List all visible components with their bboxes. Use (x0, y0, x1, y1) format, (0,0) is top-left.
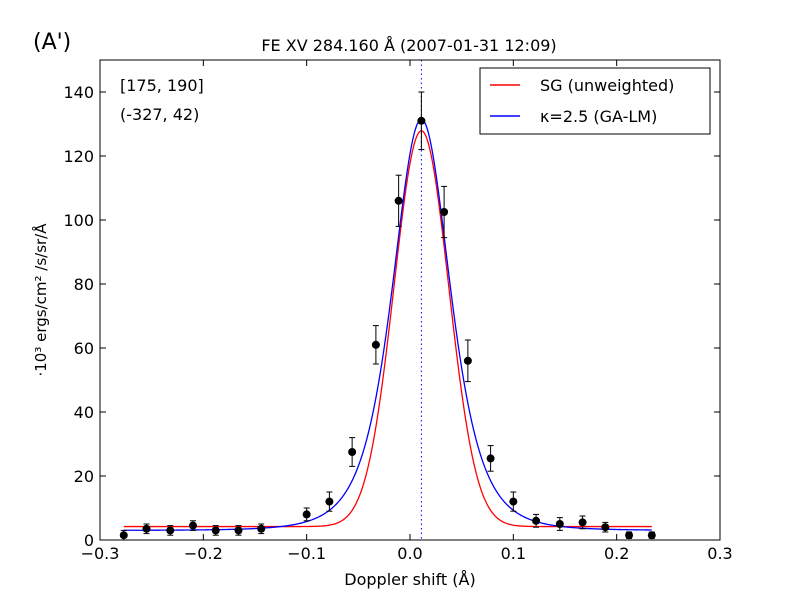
x-tick-label: 0.3 (707, 544, 732, 563)
y-axis-ticks: 0 20 40 60 80 100 120 140 (63, 83, 720, 550)
chart-title: FE XV 284.160 Å (2007-01-31 12:09) (261, 36, 556, 55)
data-point (371, 340, 380, 349)
y-tick-label: 80 (74, 275, 94, 294)
plot-area (100, 60, 720, 540)
x-axis-label: Doppler shift (Å) (344, 570, 475, 589)
x-tick-label: −0.1 (287, 544, 326, 563)
x-tick-label: 0.2 (604, 544, 629, 563)
y-tick-label: 120 (63, 147, 94, 166)
data-point (509, 497, 518, 506)
data-point (348, 448, 357, 456)
x-tick-label: 0.0 (397, 544, 422, 563)
data-point (325, 497, 334, 506)
data-point (394, 196, 403, 205)
data-point (440, 208, 449, 216)
y-axis-label: ·10³ ergs/cm² /s/sr/Å (31, 223, 50, 377)
y-tick-label: 140 (63, 83, 94, 102)
data-point (532, 516, 541, 525)
y-tick-label: 0 (84, 531, 94, 550)
y-tick-label: 100 (63, 211, 94, 230)
x-axis-ticks: −0.3 −0.2 −0.1 0.0 0.1 0.2 0.3 (81, 60, 733, 563)
data-point (302, 510, 311, 519)
x-tick-label: −0.3 (81, 544, 120, 563)
data-point (166, 526, 175, 535)
x-tick-label: 0.1 (501, 544, 526, 563)
legend: SG (unweighted) κ=2.5 (GA-LM) (479, 67, 711, 135)
x-tick-label: −0.2 (184, 544, 223, 563)
annotation-coordinates: (-327, 42) (120, 105, 199, 124)
data-point (555, 520, 564, 528)
legend-label-kappa: κ=2.5 (GA-LM) (540, 107, 657, 126)
panel-label: (A') (33, 30, 71, 55)
legend-label-sg: SG (unweighted) (540, 76, 674, 95)
fit-line-kappa (123, 118, 652, 531)
legend-box (479, 67, 711, 135)
fit-curves (123, 118, 652, 531)
data-point (463, 356, 472, 365)
y-tick-label: 20 (74, 467, 94, 486)
y-tick-label: 40 (74, 403, 94, 422)
data-point (142, 524, 151, 533)
data-points (119, 116, 656, 540)
data-point (601, 523, 610, 532)
data-point (257, 524, 266, 533)
data-point (119, 531, 128, 540)
data-point (211, 526, 220, 535)
data-point (647, 531, 656, 540)
annotation-pixel-range: [175, 190] (120, 76, 204, 95)
data-point (189, 521, 197, 530)
data-point (486, 454, 495, 463)
data-point (417, 116, 426, 125)
data-point (578, 518, 587, 527)
data-point (625, 531, 634, 540)
y-tick-label: 60 (74, 339, 94, 358)
data-point (234, 526, 243, 535)
